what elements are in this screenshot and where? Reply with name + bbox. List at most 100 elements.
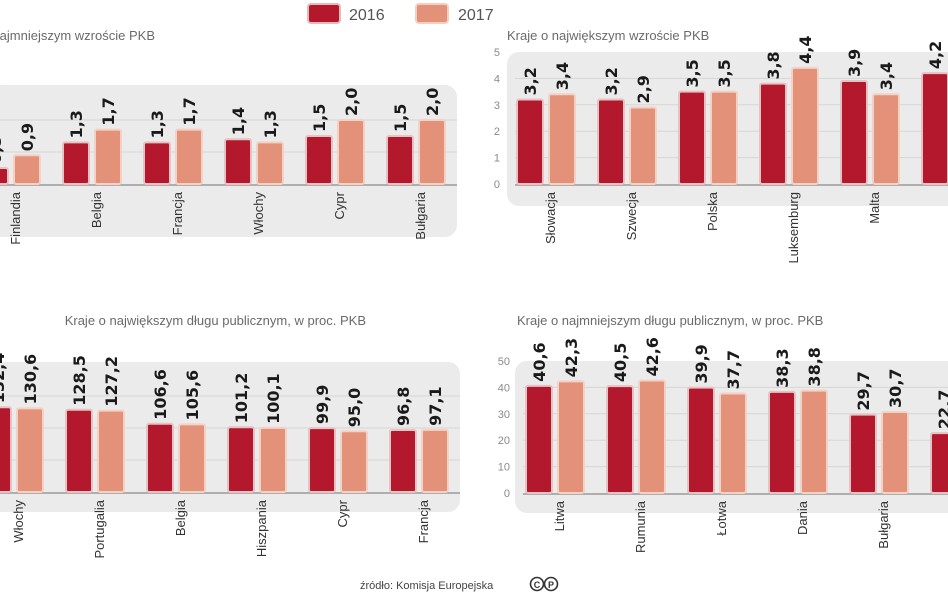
bar-2017 (13, 154, 41, 185)
bar-2017 (800, 389, 828, 494)
category-label: Francja (416, 499, 431, 543)
bar-2016 (62, 141, 90, 185)
category-label: Włochy (251, 192, 266, 235)
y-tick-label: 10 (498, 462, 510, 474)
category-label: Bułgaria (413, 191, 428, 239)
legend-swatch-2017 (415, 3, 449, 24)
data-label: 127,2 (102, 356, 121, 407)
legend-swatch-2016 (307, 3, 341, 24)
data-label: 130,6 (21, 354, 40, 405)
bar-2017 (259, 426, 287, 494)
bar-2016 (0, 406, 12, 493)
data-label: 3,5 (715, 59, 734, 87)
category-label: Łotwa (714, 500, 729, 535)
data-label: 132,4 (0, 353, 8, 404)
data-label: 1,5 (310, 104, 329, 132)
bar-2017 (719, 392, 747, 494)
category-label: Belgia (173, 499, 188, 536)
category-label: Finlandia (8, 191, 23, 245)
bar-2017 (548, 93, 576, 185)
bar-2016 (516, 98, 544, 185)
y-tick-label: 3 (494, 100, 500, 112)
bar-2016 (308, 427, 336, 493)
plot-0: 0,5 0,9 Finlandia 1,3 1,7 Belgia 1,3 1,7 Francja… (0, 85, 457, 245)
bar-2016 (227, 426, 255, 493)
data-label: 0,9 (18, 123, 37, 151)
data-label: 2,9 (634, 75, 653, 103)
bar-2016 (678, 90, 706, 185)
data-label: 100,1 (264, 373, 283, 424)
data-label: 99,9 (313, 385, 332, 424)
data-label: 0,5 (0, 136, 5, 164)
category-label: Szwecja (624, 191, 639, 240)
data-label: 3,2 (602, 67, 621, 95)
bar-2016 (386, 135, 414, 185)
y-tick-label: 20 (498, 435, 510, 447)
bar-2016 (759, 82, 787, 185)
data-label: 3,5 (683, 59, 702, 87)
bar-2017 (16, 407, 44, 493)
bar-2016 (143, 141, 171, 185)
data-label: 4,4 (796, 35, 815, 63)
data-label: 40,5 (611, 343, 630, 382)
data-label: 2,0 (423, 88, 442, 116)
data-label: 96,8 (394, 387, 413, 426)
y-tick-label: 4 (494, 73, 500, 85)
y-tick-label: 0 (494, 179, 500, 191)
data-label: 42,3 (562, 338, 581, 377)
bar-2016 (921, 72, 948, 185)
y-tick-label: 1 (494, 153, 500, 165)
data-label: 37,7 (724, 350, 743, 389)
bar-2016 (146, 422, 174, 493)
data-label: 40,6 (530, 342, 549, 381)
chart-title-fastest-growth: Kraje o największym wzroście PKB (507, 28, 709, 43)
data-label: 3,4 (877, 62, 896, 90)
data-label: 29,7 (854, 371, 873, 410)
bar-2016 (224, 138, 252, 185)
bar-2017 (175, 128, 203, 186)
bar-2017 (557, 380, 585, 494)
data-label: 1,7 (180, 97, 199, 125)
category-label: Litwa (552, 500, 567, 531)
data-label: 95,0 (345, 388, 364, 427)
y-tick-label: 2 (494, 126, 500, 138)
legend-label-2016: 2016 (349, 7, 385, 24)
bar-2016 (305, 135, 333, 185)
bar-2017 (872, 93, 900, 185)
data-label: 38,8 (805, 347, 824, 386)
data-label: 30,7 (886, 368, 905, 407)
data-label: 2,0 (342, 88, 361, 116)
y-tick-label: 5 (494, 47, 500, 59)
plots: 0,5 0,9 Finlandia 1,3 1,7 Belgia 1,3 1,7 Francja… (0, 35, 948, 559)
chart-title-highest-debt: Kraje o największym długu publicznym, w … (65, 313, 366, 328)
category-label: Luksemburg (786, 192, 801, 264)
data-label: 3,2 (521, 67, 540, 95)
data-label: 3,9 (845, 49, 864, 77)
bar-2017 (638, 379, 666, 495)
data-label: 42,6 (643, 337, 662, 376)
y-tick-label: 30 (498, 409, 510, 421)
category-label: Cypr (332, 191, 347, 219)
data-label: 38,3 (773, 348, 792, 387)
bar-2017 (710, 90, 738, 185)
category-label: Portugalia (92, 499, 107, 558)
legend: 2016 2017 (307, 3, 494, 24)
bar-2017 (97, 409, 125, 494)
source-note: źródło: Komisja Europejska (360, 580, 494, 592)
bar-2016 (849, 413, 877, 495)
category-label: Słowacja (543, 191, 558, 244)
plot-2: 132,4 130,6 Włochy 128,5 127,2 Portugalia 106,… (0, 353, 460, 559)
y-tick-label: 0 (504, 488, 510, 500)
data-label: 101,2 (232, 373, 251, 424)
category-label: Dania (795, 500, 810, 535)
data-label: 22,7 (935, 390, 948, 429)
data-label: 1,4 (229, 107, 248, 135)
data-label: 1,3 (67, 110, 86, 138)
bar-2017 (340, 430, 368, 494)
category-label: Belgia (89, 191, 104, 228)
category-label: Francja (170, 191, 185, 235)
bar-2016 (768, 390, 796, 494)
bar-2017 (256, 141, 284, 185)
category-label: Bułgaria (876, 500, 891, 548)
cc-license-logo: C P (529, 576, 559, 592)
